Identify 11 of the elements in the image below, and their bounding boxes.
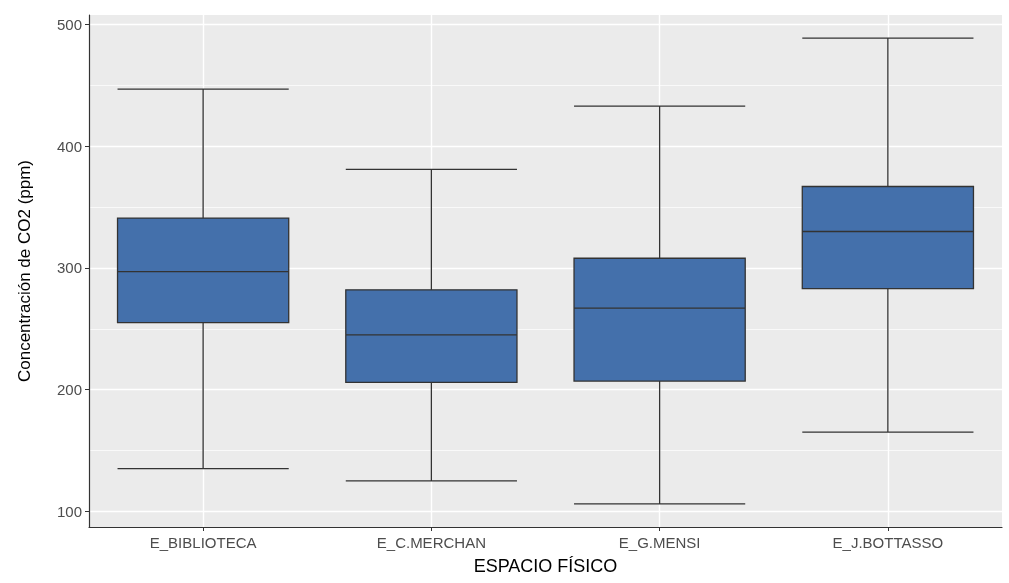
x-tick-label: E_G.MENSI xyxy=(618,534,701,551)
y-tick-label: 200 xyxy=(56,381,82,399)
x-tick-label: E_J.BOTTASSO xyxy=(832,534,944,551)
y-tick-label: 500 xyxy=(56,16,82,34)
x-tick-label: E_C.MERCHAN xyxy=(376,534,486,551)
y-tick-label: 400 xyxy=(56,137,82,155)
x-axis-title: ESPACIO FÍSICO xyxy=(473,556,618,576)
y-axis-title: Concentración de CO2 (ppm) xyxy=(15,159,34,383)
y-tick-label: 300 xyxy=(56,259,82,277)
x-tick-label: E_BIBLIOTECA xyxy=(149,534,257,551)
y-tick-label: 100 xyxy=(56,502,82,520)
